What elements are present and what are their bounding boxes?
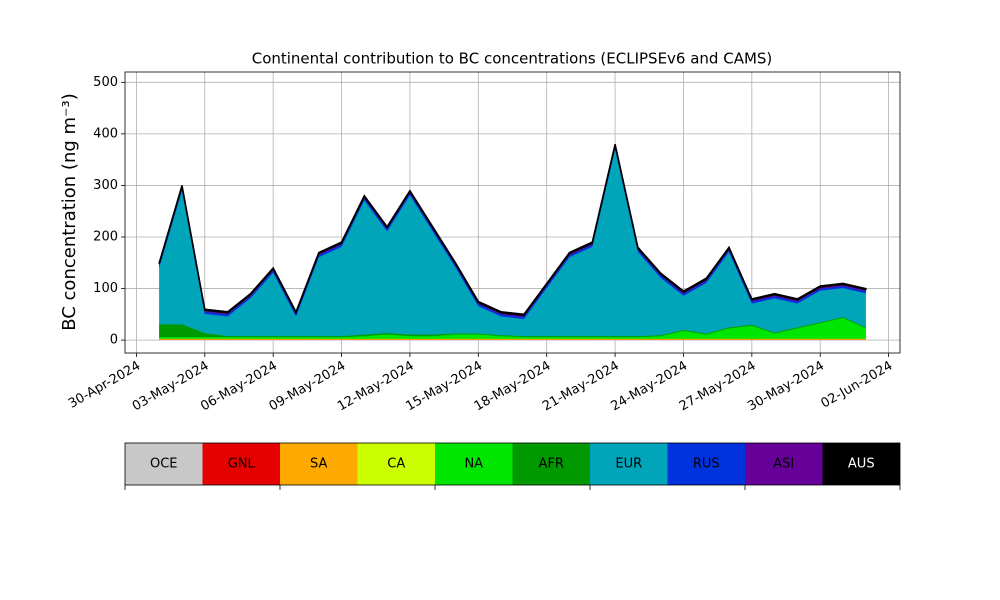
- legend-swatch: [357, 443, 435, 485]
- legend-frame: [124, 442, 901, 486]
- area: [159, 148, 866, 337]
- legend-swatch: [435, 443, 513, 485]
- x-tick-label: 24-May-2024: [609, 359, 691, 415]
- y-tick-label: 300: [93, 178, 118, 193]
- y-tick-label: 500: [93, 75, 118, 90]
- x-tick-label: 09-May-2024: [267, 359, 349, 415]
- y-tick-label: 100: [93, 281, 118, 296]
- legend-swatch: [280, 443, 358, 485]
- legend-label: NA: [464, 457, 483, 472]
- legend-swatch: [512, 443, 590, 485]
- legend-swatch: [125, 443, 203, 485]
- legend-label: ASI: [773, 457, 794, 472]
- legend: OCE GNL SA CA NA AFR EUR RUS ASI AUS: [124, 442, 901, 486]
- plot-frame: [124, 71, 901, 354]
- legend-label: SA: [310, 457, 327, 472]
- x-tick-label: 27-May-2024: [677, 359, 759, 415]
- y-tick-label: 0: [110, 333, 118, 348]
- legend-swatch: [745, 443, 823, 485]
- x-tick-label: 12-May-2024: [335, 359, 417, 415]
- colorbar-ticks: [124, 485, 901, 490]
- y-axis-label: BC concentration (ng m⁻³): [59, 93, 80, 331]
- legend-label: AFR: [539, 457, 564, 472]
- x-tick-label: 02-Jun-2024: [819, 359, 896, 412]
- x-tick-label: 30-May-2024: [745, 359, 827, 415]
- legend-label: GNL: [228, 457, 256, 472]
- legend-swatch: [202, 443, 280, 485]
- legend-label: CA: [387, 457, 405, 472]
- legend-label: OCE: [150, 457, 178, 472]
- x-tick-label: 15-May-2024: [403, 359, 485, 415]
- area: [158, 144, 867, 317]
- x-tick-label: 18-May-2024: [472, 359, 554, 415]
- legend-label: AUS: [848, 457, 875, 472]
- legend-label: RUS: [693, 457, 720, 472]
- x-tick-label: 21-May-2024: [540, 359, 622, 415]
- y-tick-label: 200: [93, 229, 118, 244]
- legend-label: EUR: [615, 457, 642, 472]
- legend-swatch: [590, 443, 668, 485]
- legend-swatch: [822, 443, 900, 485]
- y-tick-label: 400: [93, 126, 118, 141]
- legend-swatch: [667, 443, 745, 485]
- x-tick-label: 06-May-2024: [198, 359, 280, 415]
- x-tick-label: 03-May-2024: [130, 359, 212, 415]
- chart-title: Continental contribution to BC concentra…: [252, 50, 773, 68]
